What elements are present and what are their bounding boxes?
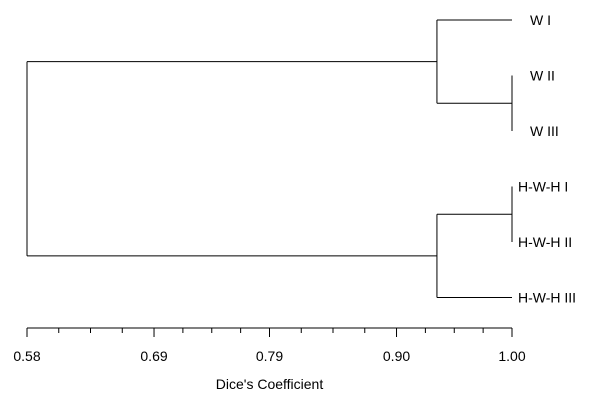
leaf-label-h1: H-W-H I — [518, 179, 568, 195]
leaf-label-w2: W II — [530, 68, 555, 84]
dendrogram-branches — [26, 19, 513, 298]
leaf-label-w1: W I — [530, 12, 551, 28]
x-axis-tick-label: 0.69 — [140, 348, 167, 364]
x-axis-tick-label: 1.00 — [498, 348, 525, 364]
x-axis: 0.58 0.69 0.79 0.90 1.00 — [13, 327, 526, 364]
leaf-label-h2: H-W-H II — [518, 234, 572, 250]
x-axis-title: Dice's Coefficient — [216, 376, 324, 392]
x-axis-tick-label: 0.90 — [383, 348, 410, 364]
x-axis-tick-label: 0.58 — [13, 348, 40, 364]
leaf-label-h3: H-W-H III — [518, 290, 576, 306]
leaf-label-w3: W III — [530, 123, 559, 139]
leaf-labels: W I W II W III H-W-H I H-W-H II H-W-H III — [518, 12, 576, 306]
x-axis-tick-label: 0.79 — [256, 348, 283, 364]
